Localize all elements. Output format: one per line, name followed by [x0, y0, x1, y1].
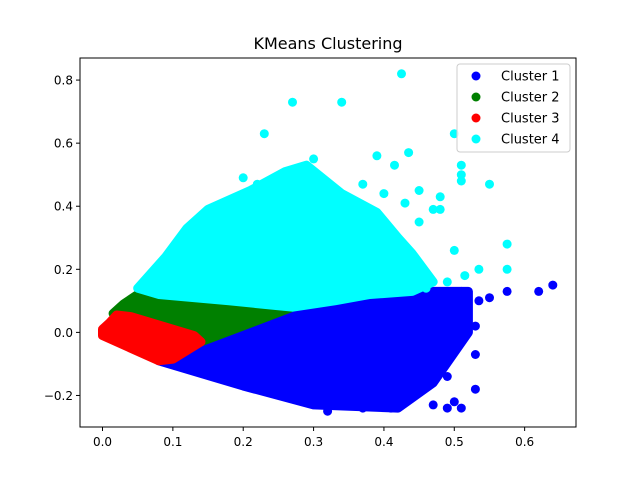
cluster-4-point [397, 69, 406, 79]
cluster-1-point [470, 350, 480, 359]
cluster-4-point [390, 160, 399, 170]
cluster-4-points [133, 69, 512, 312]
cluster-4-point [474, 264, 484, 274]
x-tick-label: 0.2 [234, 435, 253, 449]
cluster-4-point [344, 198, 354, 208]
axes: 0.0 0.1 0.2 0.3 0.4 0.5 0.6 −0.2 0.0 0.2 0.4 0.6 0.8 [44, 57, 577, 449]
cluster-1-point [421, 327, 431, 337]
x-tick-label: 0.0 [93, 435, 112, 449]
cluster-1-point [414, 353, 424, 363]
cluster-1-point [442, 312, 452, 322]
cluster-1-point [534, 286, 544, 296]
x-tick-label: 0.5 [445, 435, 464, 449]
y-tick-label: 0.0 [54, 326, 73, 340]
chart-title: KMeans Clustering [253, 34, 402, 53]
cluster-4-point [442, 277, 452, 287]
cluster-1-point [442, 403, 452, 413]
cluster-1-point [470, 321, 480, 331]
cluster-4-point [309, 154, 319, 164]
cluster-4-point [414, 186, 424, 195]
cluster-1-point [428, 400, 438, 410]
cluster-4-point [421, 283, 431, 293]
cluster-4-point [372, 151, 382, 161]
legend-label: Cluster 3 [501, 112, 560, 127]
cluster-1-point [358, 403, 368, 413]
legend-marker [471, 113, 481, 123]
y-tick-label: −0.2 [44, 389, 73, 403]
axes-frame [79, 57, 577, 428]
cluster-3-dense-region [98, 310, 206, 366]
cluster-4-point [404, 148, 414, 158]
cluster-1-point [474, 296, 484, 306]
cluster-1-point [502, 286, 512, 296]
cluster-1-point [485, 293, 494, 303]
cluster-1-point [323, 406, 333, 416]
cluster-4-point [280, 170, 290, 180]
y-tick-label: 0.8 [54, 74, 73, 88]
y-tick-label: 0.6 [54, 137, 73, 151]
y-tick-label: 0.2 [54, 263, 73, 277]
cluster-1-point [407, 365, 417, 375]
cluster-4-point [435, 192, 445, 202]
cluster-1-point [548, 280, 558, 290]
cluster-4-point [323, 198, 333, 208]
cluster-1-point [456, 286, 466, 296]
cluster-4-point [460, 271, 470, 281]
cluster-1-point [449, 299, 459, 309]
x-tick-label: 0.4 [374, 435, 393, 449]
legend-label: Cluster 1 [501, 70, 560, 85]
legend-label: Cluster 4 [501, 133, 560, 148]
cluster-1-point [414, 384, 424, 394]
cluster-4-point [428, 204, 438, 214]
cluster-4-point [400, 198, 410, 208]
cluster-4-point [379, 189, 389, 199]
cluster-4-point [456, 160, 466, 170]
cluster-4-point [295, 186, 304, 195]
cluster-4-point [407, 274, 417, 284]
cluster-4-point [358, 179, 368, 189]
legend-marker [471, 71, 481, 81]
x-tick-label: 0.3 [304, 435, 323, 449]
cluster-4-point [502, 239, 512, 249]
legend: Cluster 1 Cluster 2 Cluster 3 Cluster 4 [456, 63, 571, 153]
legend-marker [471, 92, 481, 102]
cluster-4-point [456, 170, 466, 180]
cluster-1-point [449, 397, 459, 407]
cluster-1-point [442, 372, 452, 381]
cluster-1-point [470, 384, 480, 394]
cluster-4-point [502, 264, 512, 274]
cluster-4-point [435, 204, 445, 214]
cluster-4-point [485, 179, 494, 189]
cluster-4-point [456, 176, 466, 186]
cluster-1-point [456, 403, 466, 413]
y-tick-label: 0.4 [54, 200, 73, 214]
cluster-4-dense-region [133, 160, 438, 312]
legend-marker [471, 134, 481, 144]
cluster-4-point [288, 97, 297, 107]
x-tick-label: 0.1 [163, 435, 182, 449]
legend-box [456, 63, 571, 153]
cluster-4-point [259, 129, 269, 139]
cluster-1-point [386, 403, 396, 413]
plot-area [98, 69, 558, 416]
cluster-4-point [238, 173, 248, 183]
cluster-4-point [449, 245, 459, 255]
legend-label: Cluster 2 [501, 91, 560, 106]
cluster-4-point [337, 97, 347, 107]
x-tick-label: 0.6 [515, 435, 534, 449]
cluster-4-point [414, 217, 424, 227]
cluster-4-point [252, 179, 262, 189]
cluster-4-point [316, 173, 326, 183]
cluster-3-points [98, 310, 206, 366]
